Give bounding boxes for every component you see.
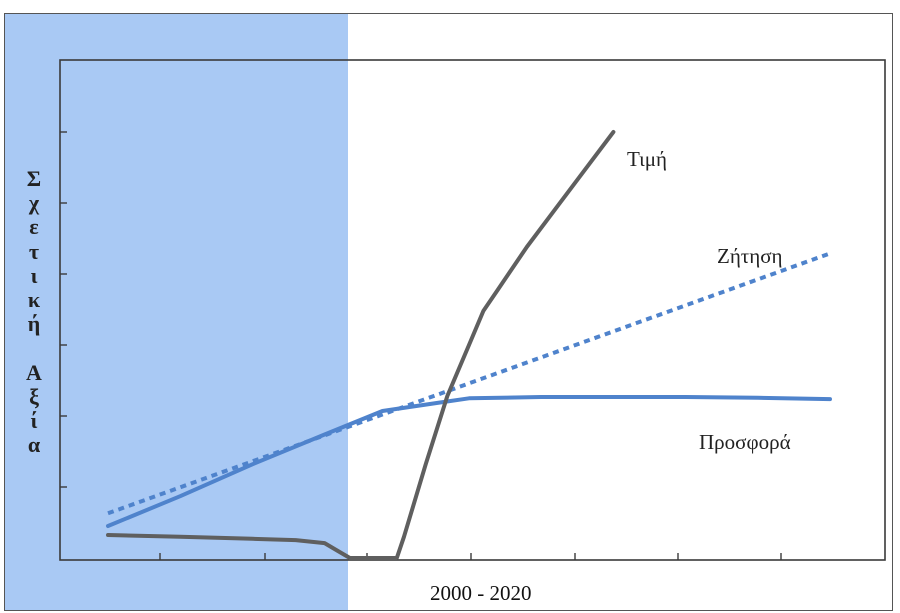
label-price: Τιμή [627, 147, 667, 171]
y-axis-label-letter: ή [27, 311, 41, 337]
highlight-region [5, 14, 348, 610]
y-axis-label-letter: Σ [26, 166, 42, 191]
label-demand: Ζήτηση [717, 244, 783, 268]
label-supply: Προσφορά [699, 430, 791, 454]
y-axis-label-letter: α [27, 432, 41, 458]
plot-frame [59, 59, 886, 561]
y-axis-label-letter: Α [26, 359, 42, 385]
series-line-demand [107, 251, 831, 516]
y-axis-label-letter: ε [29, 214, 39, 240]
series-line-supply [106, 395, 832, 528]
plot-area [59, 59, 886, 561]
y-axis-label-letter: κ [27, 287, 41, 312]
y-axis-label-letter: ί [30, 408, 38, 433]
x-tick-label: 2000 - 2020 [430, 581, 532, 605]
y-axis-label-letter: τ [28, 238, 40, 264]
y-axis-label-letter: ξ [29, 383, 39, 409]
series-line-price [106, 130, 616, 560]
y-axis-label-letter: χ [28, 190, 40, 216]
y-axis-label-letter: ι [30, 262, 38, 288]
